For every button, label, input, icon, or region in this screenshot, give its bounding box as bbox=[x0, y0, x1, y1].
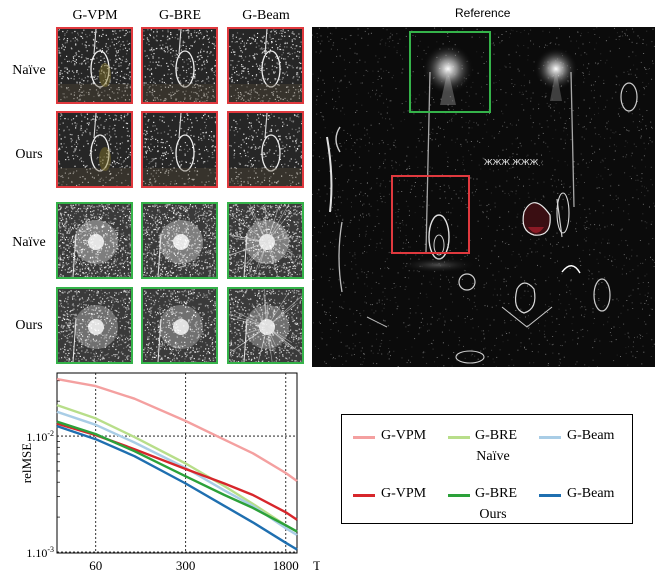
thumbnail-gvpm-ours-green bbox=[56, 287, 133, 364]
column-label-gvpm: G-VPM bbox=[55, 8, 135, 24]
row-label-naive-green: Naïve bbox=[4, 235, 54, 251]
legend-line-gbre-ours bbox=[448, 494, 470, 497]
x-tick-label-2: 1800 bbox=[273, 558, 299, 573]
legend-label-gbeam-naive: G-Beam bbox=[567, 428, 614, 444]
legend-group-naive: Naïve bbox=[463, 449, 523, 465]
series-line-5 bbox=[57, 426, 297, 549]
legend-line-gbeam-ours bbox=[539, 494, 561, 497]
reference-title: Reference bbox=[455, 6, 510, 20]
relmse-chart: 60 300 1800 1.10-3 1.10-2 Time (sec) relMSE bbox=[0, 368, 320, 582]
legend-line-gvpm-ours bbox=[353, 494, 375, 497]
legend-line-gvpm-naive bbox=[353, 436, 375, 439]
thumbnail-gvpm-naive-red bbox=[56, 27, 133, 104]
thumbnail-gbeam-ours-green bbox=[227, 287, 304, 364]
reference-render: ЖЖЖ ЖЖЖ bbox=[312, 27, 655, 367]
row-label-ours-green: Ours bbox=[4, 318, 54, 334]
reference-image: ЖЖЖ ЖЖЖ bbox=[312, 27, 655, 367]
thumbnail-gbeam-naive-green bbox=[227, 202, 304, 279]
thumbnail-gvpm-naive-green bbox=[56, 202, 133, 279]
legend-label-gbre-ours: G-BRE bbox=[475, 486, 517, 502]
legend: G-VPM G-BRE G-Beam Naïve G-VPM G-BRE G-B… bbox=[341, 414, 633, 524]
thumbnail-gbre-ours-green bbox=[141, 287, 218, 364]
series-line-2 bbox=[57, 412, 297, 535]
legend-label-gbre-naive: G-BRE bbox=[475, 428, 517, 444]
y-axis-label: relMSE bbox=[19, 443, 34, 484]
x-axis-label: Time (sec) bbox=[313, 558, 320, 573]
chart-svg: 60 300 1800 1.10-3 1.10-2 Time (sec) relMSE bbox=[0, 368, 320, 582]
legend-label-gvpm-naive: G-VPM bbox=[381, 428, 426, 444]
column-label-gbeam: G-Beam bbox=[226, 8, 306, 24]
legend-label-gbeam-ours: G-Beam bbox=[567, 486, 614, 502]
legend-group-ours: Ours bbox=[463, 507, 523, 523]
legend-line-gbre-naive bbox=[448, 436, 470, 439]
row-label-ours-red: Ours bbox=[4, 147, 54, 163]
legend-line-gbeam-naive bbox=[539, 436, 561, 439]
y-tick-label-0: 1.10-3 bbox=[26, 545, 54, 560]
legend-label-gvpm-ours: G-VPM bbox=[381, 486, 426, 502]
row-label-naive-red: Naïve bbox=[4, 63, 54, 79]
y-tick-label-1: 1.10-2 bbox=[26, 429, 54, 444]
thumbnail-gbre-naive-green bbox=[141, 202, 218, 279]
thumbnail-gbre-ours-red bbox=[141, 111, 218, 188]
thumbnail-gvpm-ours-red bbox=[56, 111, 133, 188]
thumbnail-gbre-naive-red bbox=[141, 27, 218, 104]
thumbnail-gbeam-naive-red bbox=[227, 27, 304, 104]
thumbnail-gbeam-ours-red bbox=[227, 111, 304, 188]
reference-sign-text: ЖЖЖ ЖЖЖ bbox=[484, 158, 539, 167]
x-tick-label-1: 300 bbox=[176, 558, 196, 573]
x-tick-label-0: 60 bbox=[89, 558, 102, 573]
column-label-gbre: G-BRE bbox=[140, 8, 220, 24]
